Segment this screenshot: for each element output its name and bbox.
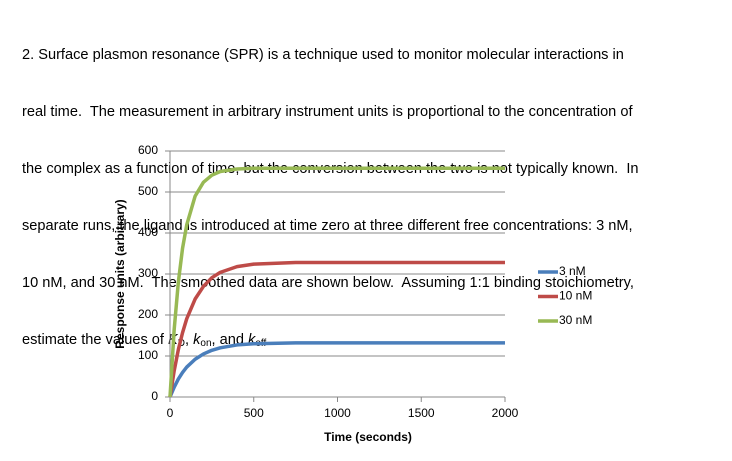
- legend-label: 30 nM: [559, 313, 592, 327]
- question-line: separate runs, the ligand is introduced …: [22, 218, 633, 234]
- symbol: k: [193, 332, 201, 348]
- text: .: [266, 332, 271, 348]
- x-axis-label: Time (seconds): [324, 430, 412, 444]
- x-tick-label: 0: [167, 406, 174, 420]
- series-line: [168, 341, 505, 398]
- y-tick-label: 200: [138, 307, 158, 321]
- x-tick-label: 1000: [324, 406, 351, 420]
- y-tick-label: 400: [138, 225, 158, 239]
- y-tick-label: 500: [138, 184, 158, 198]
- x-tick-label: 500: [244, 406, 264, 420]
- y-tick-label: 100: [138, 348, 158, 362]
- y-axis-label: Response units (arbitrary): [113, 199, 127, 348]
- question-line: 10 nM, and 30 nM. The smoothed data are …: [22, 275, 634, 291]
- question-line: 2. Surface plasmon resonance (SPR) is a …: [22, 47, 624, 63]
- text: ,: [185, 332, 194, 348]
- text: estimate the values of: [22, 332, 169, 348]
- symbol: k: [248, 332, 256, 348]
- x-tick-label: 2000: [492, 406, 519, 420]
- series-line: [168, 260, 505, 398]
- y-tick-label: 600: [138, 143, 158, 157]
- y-tick-label: 0: [151, 389, 158, 403]
- subscript: on: [200, 338, 212, 349]
- legend-label: 10 nM: [559, 289, 592, 303]
- y-tick-label: 300: [138, 266, 158, 280]
- legend-label: 3 nM: [559, 264, 586, 278]
- series-line: [168, 166, 505, 398]
- question-line: real time. The measurement in arbitrary …: [22, 104, 633, 120]
- x-tick-label: 1500: [408, 406, 435, 420]
